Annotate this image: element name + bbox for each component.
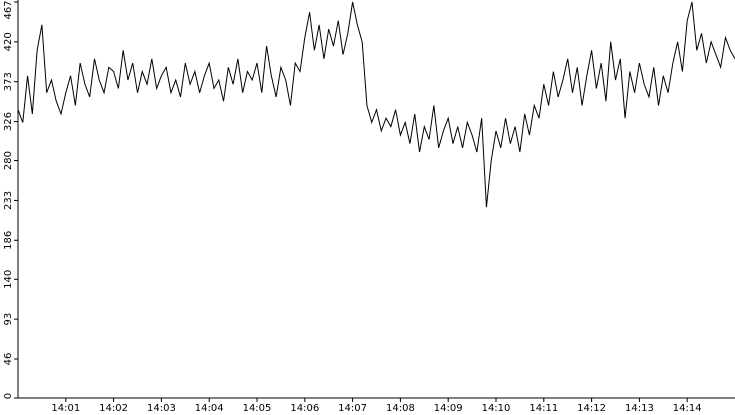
y-tick-label: 140: [3, 270, 14, 289]
x-tick-label: 14:11: [529, 403, 558, 414]
x-tick-label: 14:01: [51, 403, 80, 414]
y-tick-label: 373: [3, 72, 14, 91]
x-tick-label: 14:13: [625, 403, 654, 414]
data-line: [17, 1, 735, 208]
x-tick-label: 14:05: [243, 403, 272, 414]
y-tick-label: 93: [3, 313, 14, 326]
x-tick-label: 14:09: [434, 403, 463, 414]
y-tick-label: 233: [3, 191, 14, 210]
y-tick-label: 46: [3, 353, 14, 366]
x-tick-label: 14:10: [482, 403, 511, 414]
x-tick-label: 14:06: [290, 403, 319, 414]
x-tick-label: 14:12: [577, 403, 606, 414]
y-tick-label: 0: [3, 393, 14, 399]
y-tick-label: 420: [3, 32, 14, 51]
x-tick-label: 14:04: [195, 403, 224, 414]
y-tick-label: 326: [3, 112, 14, 131]
x-tick-label: 14:07: [338, 403, 367, 414]
x-tick-label: 14:08: [386, 403, 415, 414]
x-tick-label: 14:14: [673, 403, 702, 414]
x-tick-label: 14:02: [99, 403, 128, 414]
y-tick-label: 467: [3, 0, 14, 19]
y-tick-label: 186: [3, 231, 14, 250]
x-tick-label: 14:03: [147, 403, 176, 414]
y-tick-label: 280: [3, 151, 14, 170]
